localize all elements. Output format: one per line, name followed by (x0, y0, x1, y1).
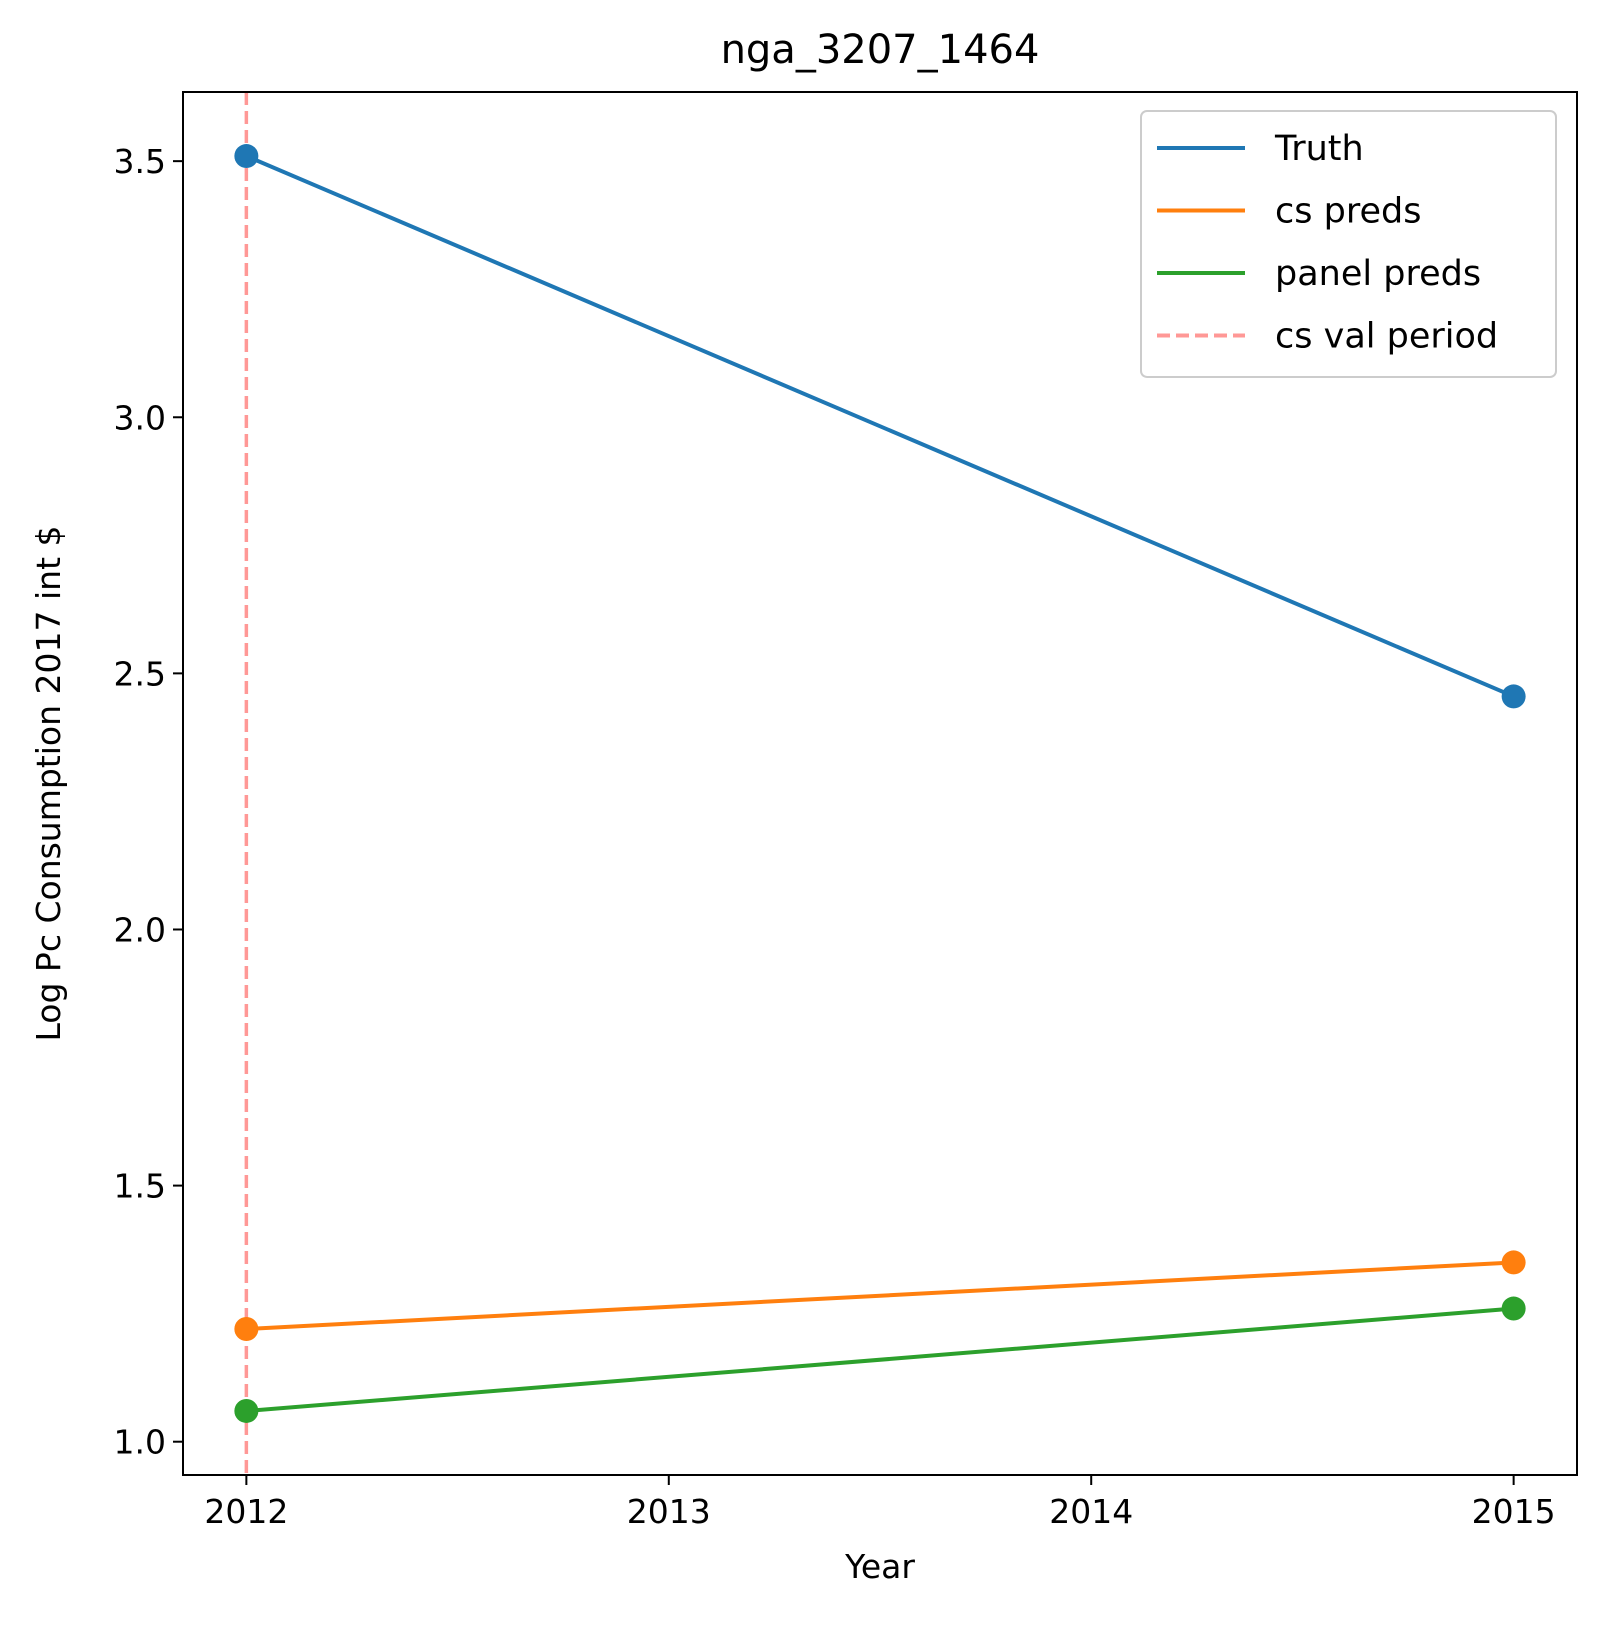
series-line-truth (243, 153, 1517, 700)
y-axis: 1.0 1.5 2.0 2.5 3.0 3.5 (114, 142, 183, 1462)
y-tick-label: 1.0 (114, 1423, 166, 1462)
data-point-truth (234, 144, 259, 169)
x-axis: 2012 2013 2014 2015 (204, 1475, 1556, 1531)
chart-title: nga_3207_1464 (721, 27, 1040, 73)
legend-label: Truth (1274, 129, 1364, 169)
data-point-panel-preds (1501, 1296, 1526, 1321)
legend-label: panel preds (1275, 254, 1481, 294)
x-tick-label: 2013 (627, 1492, 711, 1531)
x-tick-label: 2014 (1049, 1492, 1133, 1531)
y-tick-label: 3.5 (114, 142, 166, 181)
y-tick-label: 1.5 (114, 1167, 166, 1206)
data-point-panel-preds (234, 1398, 259, 1423)
series-line-panel-preds (244, 1306, 1516, 1414)
x-tick-label: 2015 (1472, 1492, 1556, 1531)
x-tick-label: 2012 (204, 1492, 288, 1531)
y-axis-title: Log Pc Consumption 2017 int $ (29, 526, 68, 1042)
data-point-truth (1501, 684, 1526, 709)
x-axis-title: Year (844, 1547, 915, 1586)
series-line-cs-preds (244, 1260, 1516, 1332)
y-tick-label: 2.5 (114, 654, 166, 693)
legend-label: cs val period (1275, 317, 1498, 357)
legend-label: cs preds (1275, 192, 1421, 232)
data-point-cs-preds (234, 1317, 259, 1342)
y-tick-label: 2.0 (114, 910, 166, 949)
legend-box (1140, 110, 1557, 378)
y-tick-label: 3.0 (114, 398, 166, 437)
legend: Truth cs preds panel preds cs val period (1140, 110, 1557, 378)
plot-area (234, 92, 1526, 1475)
data-point-cs-preds (1501, 1250, 1526, 1275)
axes-frame (182, 91, 1578, 1476)
